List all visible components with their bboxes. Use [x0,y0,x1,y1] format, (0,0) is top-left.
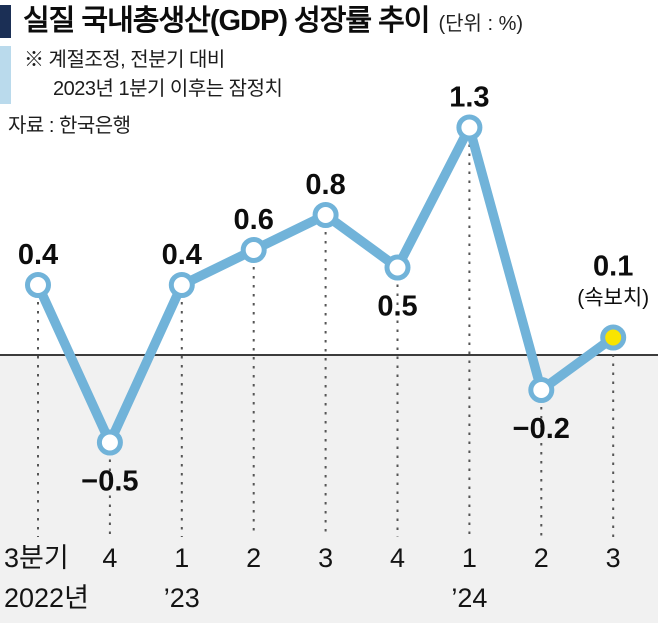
notes-text: ※ 계절조정, 전분기 대비 2023년 1분기 이후는 잠정치 [24,46,283,104]
data-point-2 [168,272,195,298]
x-tick-8: 3 [606,543,621,573]
data-point-4 [312,202,339,228]
x-tick-4: 3 [318,543,333,573]
data-point-7 [528,377,555,403]
x-tick-0: 3분기 [4,543,69,573]
point-label-0: 0.4 [18,239,58,271]
title-row: 실질 국내총생산(GDP) 성장률 추이 (단위 : %) [0,5,658,39]
x-tick-3: 2 [246,543,261,573]
point-label-7: −0.2 [513,413,570,445]
point-label-4: 0.8 [305,169,345,201]
x-sub-label-6: ’24 [451,583,487,613]
point-label-2: 0.4 [162,239,202,271]
x-tick-7: 2 [534,543,549,573]
last-point-annotation: (속보치) [577,287,649,310]
x-sub-label-0: 2022년 [4,583,89,613]
source-label: 자료 : 한국은행 [8,115,131,138]
unit-label: (단위 : %) [438,13,524,35]
point-label-3: 0.6 [234,204,274,236]
chart-notes: ※ 계절조정, 전분기 대비 2023년 1분기 이후는 잠정치 [0,46,658,105]
data-point-latest [600,324,627,351]
x-tick-1: 4 [102,543,117,573]
data-point-6 [456,114,483,141]
chart-title: 실질 국내총생산(GDP) 성장률 추이 [23,5,430,37]
point-label-6: 1.3 [449,82,489,114]
note-line-2: 2023년 1분기 이후는 잠정치 [53,78,283,101]
chart-header: 실질 국내총생산(GDP) 성장률 추이 (단위 : %) ※ 계절조정, 전분… [0,0,658,138]
point-label-8: 0.1 [593,251,633,283]
data-point-1 [96,429,123,456]
point-label-1: −0.5 [81,466,138,498]
x-tick-6: 1 [462,543,477,573]
x-sub-label-2: ’23 [164,583,200,613]
x-tick-5: 4 [390,543,405,573]
data-point-0 [25,272,51,298]
note-line-1: ※ 계절조정, 전분기 대비 [24,49,225,72]
data-point-3 [240,237,267,263]
data-point-5 [384,254,411,281]
x-tick-2: 1 [174,543,189,573]
point-label-5: 0.5 [377,291,417,323]
